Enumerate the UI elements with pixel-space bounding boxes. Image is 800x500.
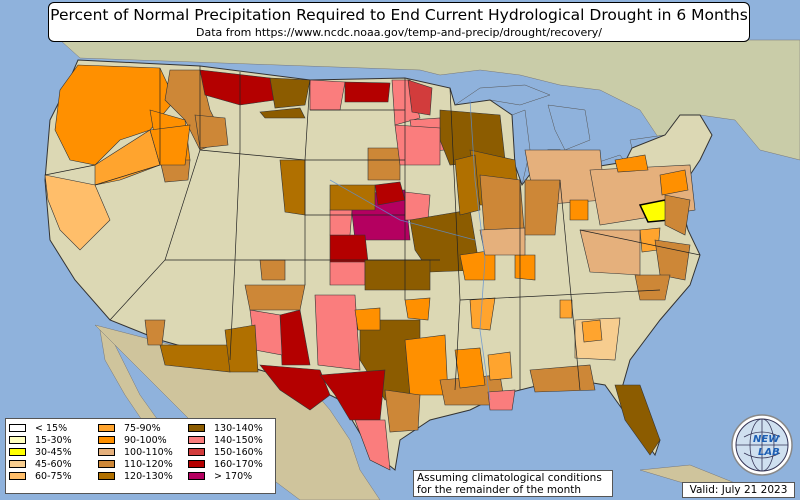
globe-logo-icon: NEW LAB — [731, 414, 793, 476]
map-subtitle: Data from https://www.ncdc.noaa.gov/temp… — [196, 26, 602, 39]
legend-swatch — [9, 448, 26, 456]
legend-swatch — [9, 424, 26, 432]
legend-item: 15-30% — [9, 434, 72, 446]
legend-item: 45-60% — [9, 458, 72, 470]
legend-item: 110-120% — [98, 458, 173, 470]
legend-swatch — [98, 436, 115, 444]
legend-item: 60-75% — [9, 470, 72, 482]
legend-swatch — [188, 460, 205, 468]
logo-text-top: NEW — [753, 434, 780, 445]
valid-date: Valid: July 21 2023 — [682, 482, 795, 498]
legend-item: 140-150% — [188, 434, 263, 446]
legend-swatch — [188, 436, 205, 444]
legend-item: 150-160% — [188, 446, 263, 458]
map-title: Percent of Normal Precipitation Required… — [50, 6, 748, 24]
lake-huron — [547, 104, 591, 151]
legend-item: > 170% — [188, 470, 263, 482]
legend-swatch — [9, 460, 26, 468]
legend: < 15% 15-30% 30-45% 45-60% 60-75% 75-90%… — [5, 418, 276, 494]
legend-item: 120-130% — [98, 470, 173, 482]
canada-landmass — [59, 39, 800, 161]
legend-swatch — [98, 472, 115, 480]
legend-item: 100-110% — [98, 446, 173, 458]
legend-swatch — [98, 424, 115, 432]
assumption-note: Assuming climatological conditions for t… — [413, 470, 613, 497]
note-line-1: Assuming climatological conditions — [417, 472, 602, 484]
note-line-2: for the remainder of the month — [417, 484, 582, 496]
legend-swatch — [188, 424, 205, 432]
drought-regions — [44, 64, 696, 471]
rivers — [329, 99, 491, 401]
legend-item: 30-45% — [9, 446, 72, 458]
state-boundaries — [44, 66, 701, 391]
legend-column-3: 130-140% 140-150% 150-160% 160-170% > 17… — [188, 422, 263, 482]
legend-column-2: 75-90% 90-100% 100-110% 110-120% 120-130… — [98, 422, 173, 482]
legend-swatch — [98, 448, 115, 456]
legend-swatch — [9, 472, 26, 480]
legend-swatch — [9, 436, 26, 444]
legend-column-1: < 15% 15-30% 30-45% 45-60% 60-75% — [9, 422, 72, 482]
legend-item: 130-140% — [188, 422, 263, 434]
title-box: Percent of Normal Precipitation Required… — [48, 2, 750, 42]
legend-item: 75-90% — [98, 422, 173, 434]
legend-swatch — [188, 472, 205, 480]
legend-item: < 15% — [9, 422, 72, 434]
legend-item: 160-170% — [188, 458, 263, 470]
legend-swatch — [98, 460, 115, 468]
lake-superior — [454, 84, 551, 106]
logo-text-bottom: LAB — [758, 447, 780, 458]
legend-item: 90-100% — [98, 434, 173, 446]
legend-swatch — [188, 448, 205, 456]
